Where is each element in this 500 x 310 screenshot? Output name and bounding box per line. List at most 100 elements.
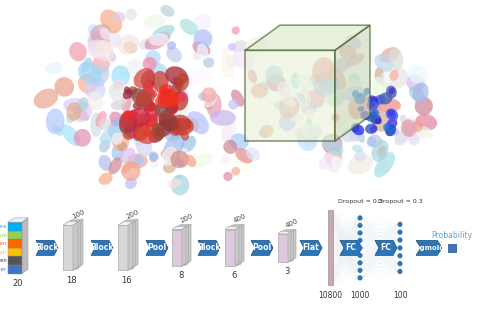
Ellipse shape — [61, 124, 80, 146]
Ellipse shape — [136, 89, 152, 109]
Polygon shape — [278, 231, 291, 234]
Polygon shape — [225, 230, 235, 266]
Ellipse shape — [328, 65, 346, 90]
Circle shape — [358, 254, 362, 257]
Ellipse shape — [146, 50, 160, 66]
Ellipse shape — [144, 101, 160, 117]
Ellipse shape — [119, 113, 138, 134]
Circle shape — [358, 268, 362, 272]
Polygon shape — [8, 239, 22, 248]
Ellipse shape — [145, 78, 152, 83]
Polygon shape — [177, 224, 191, 228]
Ellipse shape — [159, 113, 178, 131]
Text: Block: Block — [35, 243, 59, 252]
Ellipse shape — [260, 125, 274, 138]
Ellipse shape — [109, 52, 116, 62]
Ellipse shape — [314, 73, 340, 97]
Ellipse shape — [360, 111, 370, 120]
Ellipse shape — [408, 65, 428, 84]
Text: ITScore: ITScore — [0, 224, 7, 229]
Ellipse shape — [176, 80, 184, 89]
Ellipse shape — [235, 148, 253, 163]
Ellipse shape — [420, 126, 434, 139]
Ellipse shape — [94, 40, 112, 58]
Ellipse shape — [136, 93, 151, 105]
Ellipse shape — [126, 59, 143, 79]
Ellipse shape — [277, 81, 289, 96]
Ellipse shape — [351, 123, 360, 132]
Ellipse shape — [167, 41, 176, 50]
Polygon shape — [328, 210, 333, 286]
Ellipse shape — [348, 127, 361, 142]
Ellipse shape — [52, 125, 62, 136]
Ellipse shape — [122, 161, 141, 181]
Ellipse shape — [251, 83, 268, 98]
Ellipse shape — [172, 118, 194, 135]
Ellipse shape — [192, 153, 213, 168]
Ellipse shape — [322, 135, 344, 156]
Ellipse shape — [150, 160, 158, 168]
Ellipse shape — [348, 104, 362, 120]
Ellipse shape — [146, 83, 153, 91]
Ellipse shape — [390, 127, 399, 136]
Ellipse shape — [69, 42, 86, 61]
Ellipse shape — [228, 43, 236, 51]
Ellipse shape — [66, 114, 74, 123]
Ellipse shape — [150, 113, 158, 122]
Text: 400: 400 — [232, 213, 247, 224]
Ellipse shape — [202, 87, 216, 103]
Polygon shape — [300, 240, 322, 255]
Polygon shape — [187, 224, 191, 264]
Ellipse shape — [136, 119, 145, 128]
Ellipse shape — [63, 98, 86, 112]
Ellipse shape — [186, 118, 199, 131]
Text: Carbon: Carbon — [0, 250, 7, 255]
Ellipse shape — [362, 106, 374, 116]
Polygon shape — [63, 225, 73, 270]
Ellipse shape — [87, 69, 99, 80]
Ellipse shape — [131, 127, 146, 142]
Ellipse shape — [198, 92, 207, 101]
Ellipse shape — [169, 100, 190, 121]
Ellipse shape — [416, 114, 437, 131]
Polygon shape — [120, 224, 130, 269]
Ellipse shape — [90, 31, 109, 46]
Ellipse shape — [142, 100, 156, 112]
Polygon shape — [130, 220, 136, 269]
Polygon shape — [182, 227, 186, 266]
Polygon shape — [73, 222, 78, 270]
Text: Oxygen: Oxygen — [0, 241, 7, 246]
Ellipse shape — [226, 55, 239, 67]
Text: 10800: 10800 — [318, 291, 342, 300]
Ellipse shape — [160, 149, 179, 162]
Ellipse shape — [181, 135, 196, 152]
Polygon shape — [174, 228, 184, 265]
Ellipse shape — [142, 57, 156, 70]
Polygon shape — [228, 225, 241, 228]
Polygon shape — [123, 219, 138, 223]
Ellipse shape — [412, 121, 423, 132]
Polygon shape — [8, 256, 22, 265]
Ellipse shape — [388, 110, 396, 117]
Ellipse shape — [163, 161, 176, 173]
Ellipse shape — [140, 70, 155, 87]
Ellipse shape — [346, 54, 364, 66]
Ellipse shape — [325, 148, 342, 165]
Text: FC: FC — [380, 243, 392, 252]
Ellipse shape — [342, 127, 356, 142]
Ellipse shape — [368, 135, 382, 148]
Ellipse shape — [418, 131, 427, 138]
Ellipse shape — [345, 35, 362, 49]
Ellipse shape — [370, 126, 376, 132]
Polygon shape — [228, 228, 237, 265]
Ellipse shape — [374, 95, 386, 105]
Ellipse shape — [374, 118, 382, 124]
Ellipse shape — [112, 12, 126, 23]
Ellipse shape — [321, 74, 335, 84]
Ellipse shape — [195, 38, 210, 53]
Ellipse shape — [112, 65, 130, 87]
Ellipse shape — [258, 129, 268, 138]
Text: Dropout = 0.3: Dropout = 0.3 — [338, 199, 382, 204]
Ellipse shape — [348, 94, 374, 119]
Ellipse shape — [100, 28, 111, 40]
